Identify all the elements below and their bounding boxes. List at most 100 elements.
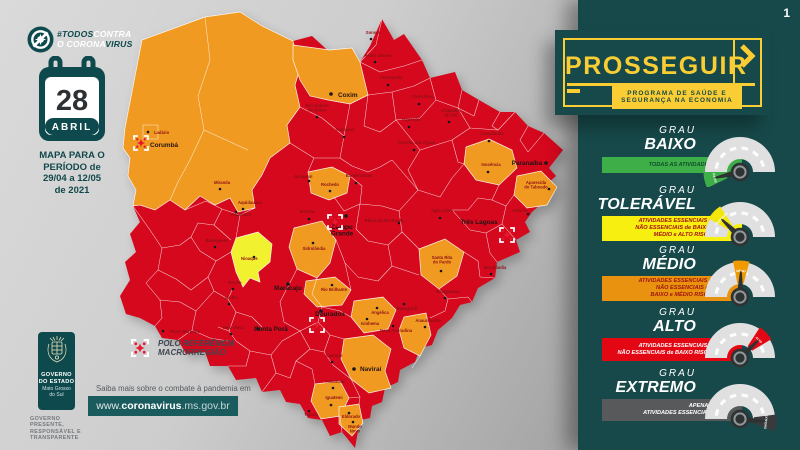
city-label: Anastácio <box>231 212 251 217</box>
city-label: Caarapó <box>326 353 343 358</box>
city-label: Terenos <box>299 209 316 214</box>
state-emblem: GOVERNO DO ESTADO Mato Grosso do Sul <box>38 332 75 410</box>
city-dot <box>241 207 245 211</box>
logo-divider <box>733 38 735 107</box>
city-dot <box>486 170 490 174</box>
gauge-ring <box>705 384 775 419</box>
city-label: São Gabriel do Oeste <box>305 103 328 113</box>
city-label: Selvíria <box>513 208 529 213</box>
city-dot <box>319 309 323 313</box>
city-dot <box>439 269 443 273</box>
title-dash <box>567 89 580 93</box>
city-dot <box>315 115 319 119</box>
city-dot <box>307 409 311 413</box>
calendar-day: 28 <box>56 85 88 117</box>
city-label: Angélica <box>371 310 389 315</box>
city-dot <box>347 411 351 415</box>
city-label: Brasilândia <box>484 265 507 270</box>
city-label: Paranaíba <box>512 160 543 167</box>
city-label: Porto Murtinho <box>170 329 200 334</box>
city-dot <box>328 189 332 193</box>
gauge-extremo: EXTREMO <box>705 384 777 431</box>
gauge-wedge-label: MÉDIO <box>736 268 747 273</box>
city-label: Camapuã <box>336 127 356 132</box>
calendar-month: ABRIL <box>52 122 93 133</box>
city-label: Nova Andradina <box>380 328 413 333</box>
city-label: Tacuru <box>304 412 318 417</box>
city-label: Corumbá <box>150 142 178 149</box>
prosseguir-logo: PROSSEGUIR PROGRAMA DE SAÚDE E SEGURANÇA … <box>555 30 770 115</box>
city-dot <box>487 139 491 143</box>
city-label: Ivinhema <box>361 321 380 326</box>
level-bar-text: NÃO ESSENCIAIS de <box>656 285 712 292</box>
city-dot <box>526 212 530 216</box>
level-bar-text: TODAS AS ATIVIDADES <box>648 161 712 168</box>
gauge-medio: MÉDIO <box>705 260 775 307</box>
city-label: Batayporã <box>397 306 418 311</box>
region-santa-rita-pardo <box>418 238 465 290</box>
polo-marker <box>309 317 325 333</box>
city-dot <box>351 420 355 424</box>
city-dot <box>330 360 334 364</box>
macro-region-markers <box>133 135 515 333</box>
city-dot <box>407 125 411 129</box>
city-label: Rochedo <box>321 182 339 187</box>
level-title-toleravel: GRAU TOLERÁVEL <box>597 185 696 214</box>
level-bar-text: BAIXO e MÉDIO RISCO <box>650 291 712 298</box>
gauge-hub-ring <box>733 412 747 426</box>
city-dot <box>229 332 233 336</box>
gauge-hub-ring <box>733 230 747 244</box>
city-dot <box>146 130 150 134</box>
city-dot <box>544 161 548 165</box>
city-dot <box>354 181 358 185</box>
prosseguir-panel: 1 PROSSEGUIR PROGRAMA DE SAÚDE E SEGURANÇ… <box>555 0 800 450</box>
city-label: Bela Vista <box>223 325 244 330</box>
level-bar-text: ATIVIDADES ESSENCIAIS e <box>638 218 712 225</box>
coronavirus-url-link[interactable]: www. coronavirus .ms.gov.br <box>88 396 238 416</box>
city-label: Anaurilândia <box>415 318 441 323</box>
polo-marker <box>133 135 149 151</box>
level-bar-text: MÉDIO e ALTO RISCO <box>653 231 712 238</box>
city-label: Miranda <box>214 180 231 185</box>
city-label: Nioaque <box>241 256 258 261</box>
polo-marker <box>327 214 343 230</box>
gauge-hub-ring <box>733 351 747 365</box>
level-title-alto: GRAU ALTO <box>653 307 696 336</box>
municipality-borders <box>132 16 545 433</box>
city-label: Costa Rica <box>411 94 433 99</box>
city-dot <box>329 403 333 407</box>
gauge-wedge-label: EXTREMO <box>763 414 769 430</box>
city-label: Jaraguari <box>294 174 313 179</box>
city-label: Alcinópolis <box>380 75 403 80</box>
city-label: Bonito <box>228 280 242 285</box>
level-title-baixo: GRAU BAIXO <box>644 125 696 154</box>
region-nioaque-yellow <box>230 231 273 288</box>
polo-legend-label: POLO REFERÊNCIA MACRORREGIÃO <box>158 339 235 357</box>
government-state: Mato Grosso do Sul <box>42 386 71 398</box>
page-number: 1 <box>783 6 790 20</box>
city-dot <box>231 287 235 291</box>
region-rio-brilhante <box>303 276 352 308</box>
gauge-baixo: BAIXO <box>703 137 775 187</box>
polo-marker <box>499 227 515 243</box>
city-dot <box>311 241 315 245</box>
program-title: PROSSEGUIR <box>565 52 748 80</box>
city-label: Cassilândia <box>480 131 504 136</box>
city-dot <box>218 187 222 191</box>
level-title-extremo: GRAU EXTREMO <box>615 368 696 397</box>
campaign-title: #TODOSCONTRA O CORONAVIRUS <box>57 28 133 49</box>
city-label: Paraíso das Águas <box>398 140 436 145</box>
level-bar-text: ATIVIDADES ESSENCIAIS e <box>638 342 712 349</box>
level-bar-text: APENAS <box>688 403 712 410</box>
city-dot <box>307 217 311 221</box>
level-bar-text: ATIVIDADES ESSENCIAIS <box>643 410 712 416</box>
city-label: Figueirão <box>402 117 421 122</box>
city-label: Aquidauana <box>238 200 263 205</box>
city-dot <box>365 317 369 321</box>
city-label: Bataguassu <box>436 289 460 294</box>
city-dot <box>489 272 493 276</box>
city-dot <box>330 283 334 287</box>
calendar-icon: 28 ABRIL <box>39 56 105 141</box>
